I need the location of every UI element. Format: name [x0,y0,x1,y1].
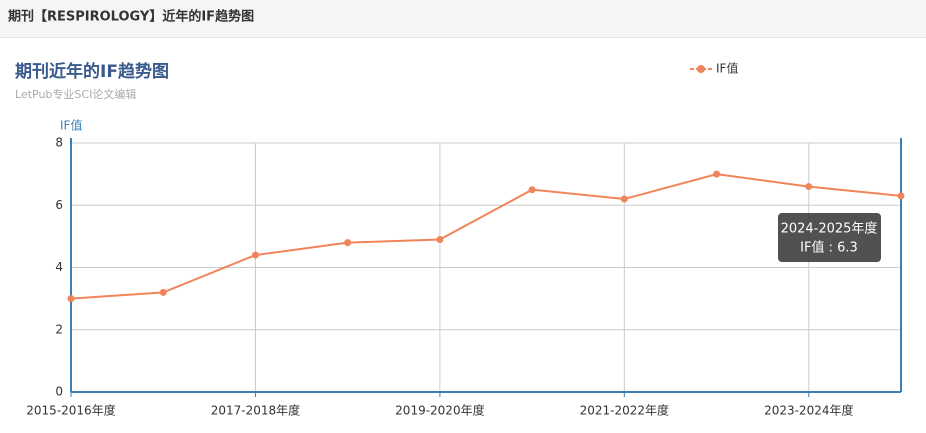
tooltip-category: 2024-2025年度 [781,221,878,237]
legend-marker [697,65,705,73]
data-point [620,195,628,203]
tooltip-label: IF值 : 6.3 [800,240,858,256]
data-point [805,183,813,191]
header-bar [0,0,926,37]
data-point [159,288,167,296]
x-tick-label: 2019-2020年度 [395,403,484,418]
header-title: 期刊【RESPIROLOGY】近年的IF趋势图 [8,9,254,25]
x-tick-label: 2023-2024年度 [764,403,853,418]
chart-title: 期刊近年的IF趋势图 [15,61,169,82]
y-tick-label: 8 [55,136,63,150]
data-point [344,239,352,247]
x-tick-label: 2021-2022年度 [580,403,669,418]
data-point [251,251,259,259]
y-axis-label: IF值 [60,118,82,133]
y-tick-label: 2 [55,322,63,336]
y-tick-label: 6 [55,198,63,212]
x-tick-label: 2017-2018年度 [211,403,300,418]
legend-label: IF值 [716,61,738,76]
y-tick-label: 0 [55,385,63,399]
x-tick-label: 2015-2016年度 [26,403,115,418]
data-point [897,192,905,200]
tooltip-box [778,213,881,262]
data-point [713,170,721,178]
y-tick-label: 4 [55,260,63,274]
data-point [436,235,444,243]
data-point [67,295,75,303]
series-line [70,173,902,300]
chart-subtitle: LetPub专业SCI论文编辑 [15,87,136,101]
legend[interactable]: IF值 [690,61,738,76]
data-point [528,186,536,194]
